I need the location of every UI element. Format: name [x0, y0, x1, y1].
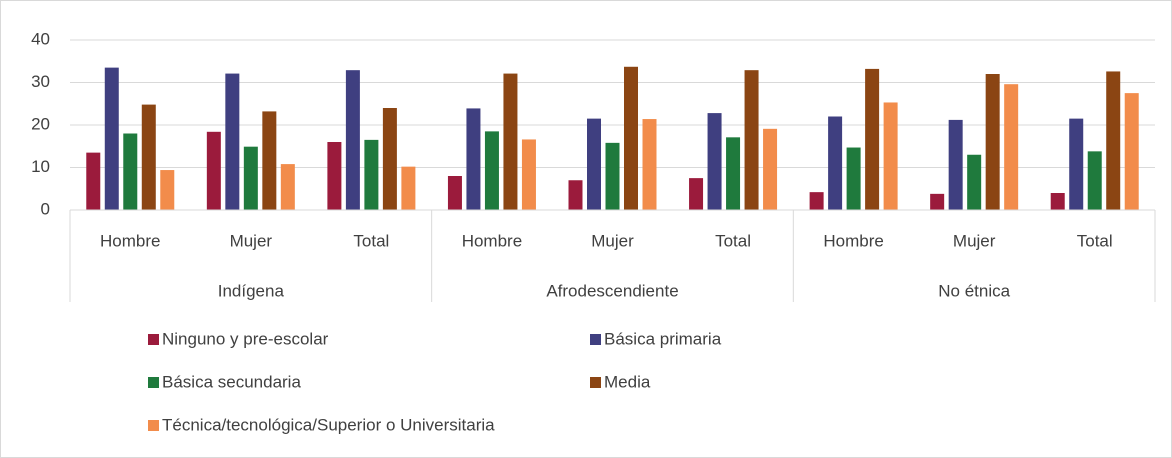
x-tick-label: Mujer: [591, 231, 634, 250]
bar: [1004, 84, 1019, 210]
legend-swatch: [148, 334, 159, 345]
x-tick-label: Hombre: [100, 231, 160, 250]
bar: [624, 66, 638, 211]
bar: [262, 111, 277, 210]
bar: [141, 104, 156, 210]
bar: [503, 73, 518, 210]
bar: [123, 133, 138, 210]
legend-swatch: [590, 334, 601, 345]
bar: [86, 152, 101, 210]
bar: [763, 128, 778, 210]
legend-swatch: [148, 377, 159, 388]
bar: [484, 131, 499, 210]
bar: [1106, 71, 1121, 210]
group-label: No étnica: [938, 281, 1010, 300]
legend-swatch: [148, 420, 159, 431]
x-tick-label: Total: [1077, 231, 1113, 250]
bar: [1069, 118, 1084, 210]
x-tick-label: Hombre: [462, 231, 522, 250]
bar: [865, 68, 880, 211]
bar: [206, 131, 221, 210]
bar: [1050, 193, 1065, 210]
x-tick-label: Total: [715, 231, 751, 250]
bar: [605, 142, 620, 210]
legend-swatch: [590, 377, 601, 388]
bar: [809, 192, 824, 210]
bar: [521, 139, 536, 210]
bar: [707, 113, 722, 210]
y-tick-label: 30: [31, 72, 50, 91]
bar: [930, 193, 945, 210]
bar: [466, 108, 481, 210]
bar: [587, 118, 601, 210]
legend-label: Básica secundaria: [162, 372, 301, 391]
bar: [985, 74, 1000, 210]
bar: [243, 146, 258, 210]
legend-label: Ninguno y pre-escolar: [162, 329, 329, 348]
bar: [327, 142, 342, 210]
bar: [828, 116, 843, 210]
x-tick-label: Hombre: [823, 231, 883, 250]
legend-label: Media: [604, 372, 651, 391]
bar: [948, 119, 963, 210]
bar: [447, 176, 462, 210]
bar: [967, 154, 982, 210]
bar: [345, 70, 360, 210]
bar: [726, 137, 741, 210]
bar: [225, 73, 240, 210]
group-label: Afrodescendiente: [546, 281, 678, 300]
bar: [1087, 151, 1102, 210]
y-tick-label: 0: [41, 199, 50, 218]
bar: [883, 102, 898, 210]
bar: [1124, 93, 1139, 210]
y-tick-label: 40: [31, 29, 50, 48]
bar: [382, 108, 397, 210]
bar: [642, 119, 657, 210]
group-label: Indígena: [218, 281, 285, 300]
y-tick-label: 10: [31, 157, 50, 176]
x-tick-label: Mujer: [230, 231, 273, 250]
bar: [401, 166, 416, 210]
bar: [280, 164, 295, 210]
bar: [689, 178, 704, 210]
legend-label: Básica primaria: [604, 329, 722, 348]
bar: [846, 147, 861, 210]
bar: [104, 67, 119, 210]
x-tick-label: Mujer: [953, 231, 996, 250]
y-tick-label: 20: [31, 114, 50, 133]
bar: [364, 139, 379, 210]
x-tick-label: Total: [353, 231, 389, 250]
bar: [744, 70, 759, 210]
legend-label: Técnica/tecnológica/Superior o Universit…: [162, 415, 495, 434]
bar: [160, 170, 175, 210]
bar: [568, 180, 583, 210]
